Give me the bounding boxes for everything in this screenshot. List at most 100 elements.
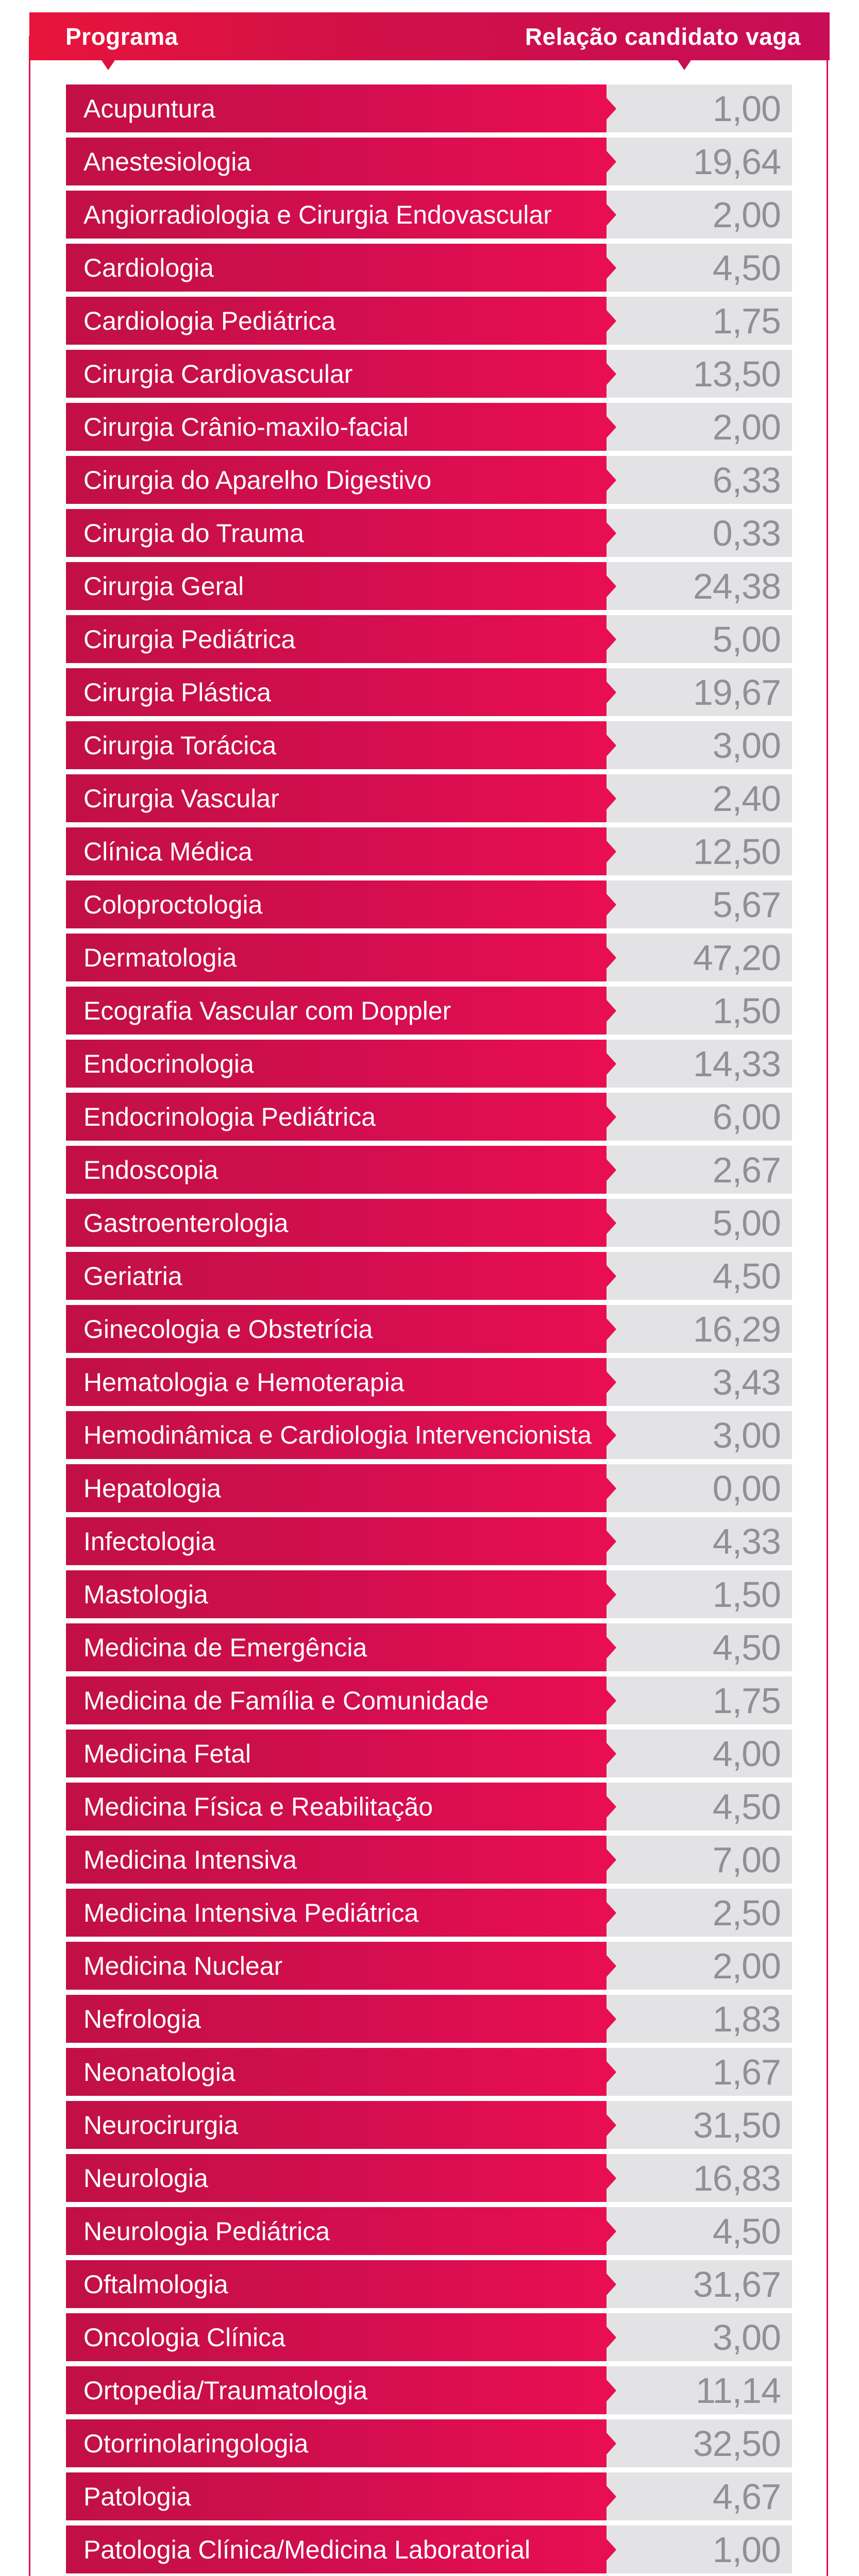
arrow-right-icon (607, 2008, 616, 2030)
table-row: Cirurgia Vascular 2,40 (66, 774, 792, 822)
program-bar: Cirurgia Pediátrica (66, 615, 616, 663)
value-box: 3,00 (607, 1411, 792, 1459)
ratio-value: 1,00 (712, 88, 781, 129)
program-bar: Oftalmologia (66, 2260, 616, 2308)
ratio-value: 6,00 (712, 1096, 781, 1137)
program-label: Medicina Fetal (83, 1739, 251, 1768)
ratio-value: 4,50 (712, 2211, 781, 2251)
table-row: Neurologia 16,83 (66, 2154, 792, 2202)
arrow-right-icon (607, 97, 616, 120)
program-bar: Neonatologia (66, 2048, 616, 2096)
ratio-value: 1,75 (712, 1680, 781, 1721)
program-bar: Neurologia Pediátrica (66, 2207, 616, 2255)
program-bar: Otorrinolaringologia (66, 2419, 616, 2467)
table-row: Endocrinologia Pediátrica 6,00 (66, 1093, 792, 1141)
program-label: Medicina Nuclear (83, 1951, 283, 1980)
ratio-value: 16,29 (693, 1309, 781, 1349)
table-row: Ortopedia/Traumatologia 11,14 (66, 2366, 792, 2414)
program-label: Coloproctologia (83, 890, 263, 919)
arrow-right-icon (607, 2538, 616, 2561)
table-row: Cirurgia Geral 24,38 (66, 562, 792, 610)
ratio-value: 11,14 (696, 2370, 781, 2411)
table-row: Patologia Clínica/Medicina Laboratorial … (66, 2526, 792, 2573)
ratio-value: 4,50 (712, 1786, 781, 1827)
arrow-right-icon (607, 1849, 616, 1871)
program-label: Endocrinologia Pediátrica (83, 1102, 376, 1131)
value-box: 16,29 (607, 1305, 792, 1353)
value-box: 3,00 (607, 2313, 792, 2361)
value-box: 47,20 (607, 934, 792, 981)
header-pointer-left-icon (102, 60, 115, 70)
program-label: Endocrinologia (83, 1049, 254, 1078)
table-row: Endoscopia 2,67 (66, 1146, 792, 1194)
program-label: Medicina Física e Reabilitação (83, 1792, 433, 1821)
value-box: 2,40 (607, 774, 792, 822)
program-label: Cirurgia Cardiovascular (83, 359, 353, 388)
ratio-value: 5,00 (712, 619, 781, 659)
arrow-right-icon (607, 840, 616, 862)
arrow-right-icon (607, 2432, 616, 2454)
table-row: Medicina Intensiva 7,00 (66, 1836, 792, 1884)
value-box: 0,33 (607, 509, 792, 557)
program-bar: Cirurgia Vascular (66, 774, 616, 822)
table-row: Geriatria 4,50 (66, 1252, 792, 1300)
table-row: Medicina de Emergência 4,50 (66, 1623, 792, 1671)
table-row: Cirurgia Crânio-maxilo-facial 2,00 (66, 403, 792, 451)
table-row: Oftalmologia 31,67 (66, 2260, 792, 2308)
program-label: Neurologia Pediátrica (83, 2216, 330, 2246)
table-row: Medicina Física e Reabilitação 4,50 (66, 1783, 792, 1831)
program-bar: Cirurgia Plástica (66, 668, 616, 716)
value-box: 4,50 (607, 1623, 792, 1671)
program-label: Gastroenterologia (83, 1208, 289, 1238)
ratio-value: 5,00 (712, 1202, 781, 1243)
ratio-value: 1,50 (712, 990, 781, 1031)
program-label: Nefrologia (83, 2004, 201, 2033)
value-box: 0,00 (607, 1464, 792, 1512)
arrow-right-icon (607, 522, 616, 544)
value-box: 5,00 (607, 615, 792, 663)
value-box: 1,00 (607, 2526, 792, 2573)
value-box: 32,50 (607, 2419, 792, 2467)
arrow-right-icon (607, 257, 616, 279)
table-row: Cardiologia 4,50 (66, 244, 792, 292)
program-bar: Medicina Intensiva Pediátrica (66, 1889, 616, 1937)
ratio-value: 1,83 (712, 1998, 781, 2039)
ratio-value: 32,50 (693, 2423, 781, 2464)
table-row: Cirurgia Pediátrica 5,00 (66, 615, 792, 663)
program-label: Ortopedia/Traumatologia (83, 2376, 368, 2405)
program-label: Mastologia (83, 1580, 208, 1609)
arrow-right-icon (607, 1212, 616, 1234)
program-bar: Coloproctologia (66, 880, 616, 928)
program-bar: Medicina Intensiva (66, 1836, 616, 1884)
arrow-right-icon (607, 1530, 616, 1552)
ratio-value: 24,38 (693, 566, 781, 606)
program-label: Patologia (83, 2482, 191, 2511)
value-box: 4,33 (607, 1517, 792, 1565)
value-box: 12,50 (607, 827, 792, 875)
program-label: Clínica Médica (83, 837, 252, 866)
ratio-value: 12,50 (693, 831, 781, 872)
value-box: 1,83 (607, 1995, 792, 2043)
value-box: 31,50 (607, 2101, 792, 2149)
arrow-right-icon (607, 2485, 616, 2507)
ratio-value: 6,33 (712, 460, 781, 500)
ratio-value: 2,00 (712, 194, 781, 235)
arrow-right-icon (607, 2220, 616, 2242)
arrow-right-icon (607, 2379, 616, 2401)
program-bar: Geriatria (66, 1252, 616, 1300)
arrow-right-icon (607, 310, 616, 332)
value-box: 3,00 (607, 721, 792, 769)
value-box: 4,50 (607, 1783, 792, 1831)
arrow-right-icon (607, 734, 616, 756)
value-box: 7,00 (607, 1836, 792, 1884)
ratio-value: 0,00 (712, 1468, 781, 1509)
table-row: Hepatologia 0,00 (66, 1464, 792, 1512)
arrow-right-icon (607, 893, 616, 916)
ratio-value: 4,50 (712, 247, 781, 288)
ratio-value: 3,00 (712, 1415, 781, 1455)
value-box: 31,67 (607, 2260, 792, 2308)
arrow-right-icon (607, 628, 616, 650)
arrow-right-icon (607, 1583, 616, 1605)
program-label: Neurocirurgia (83, 2110, 239, 2140)
value-box: 3,43 (607, 1358, 792, 1406)
